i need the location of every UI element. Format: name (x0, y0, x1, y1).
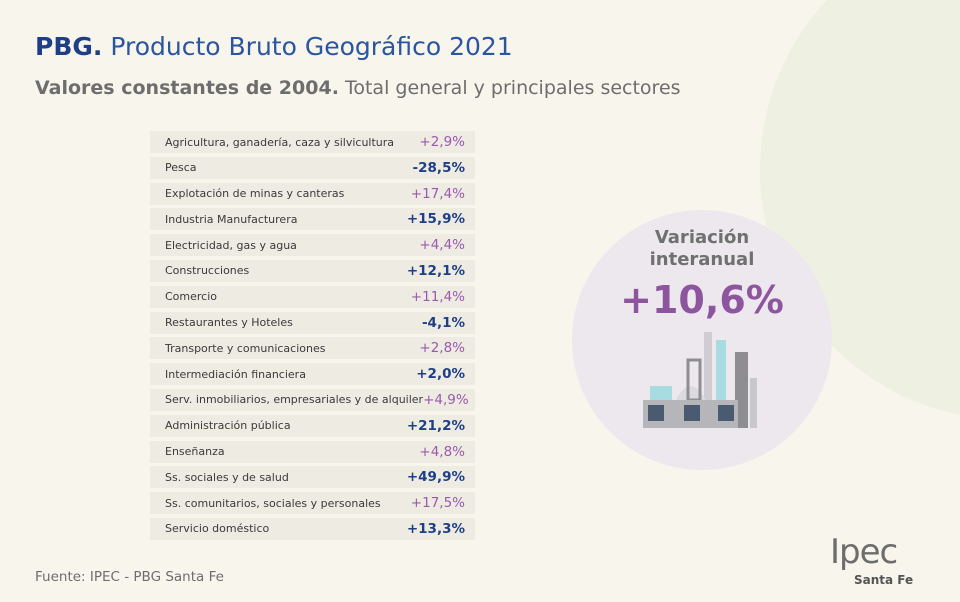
source: Fuente: IPEC - PBG Santa Fe (35, 569, 224, 585)
logo: Ipec (830, 532, 898, 572)
sector-label: Servicio doméstico (165, 522, 270, 536)
sector-label: Pesca (165, 161, 197, 175)
subtitle: Valores constantes de 2004. Total genera… (35, 77, 681, 99)
subtitle-bold: Valores constantes de 2004. (35, 77, 339, 99)
sector-label: Agricultura, ganadería, caza y silvicult… (165, 135, 395, 149)
sector-label: Serv. inmobiliarios, empresariales y de … (165, 393, 424, 407)
sector-value: +15,9% (406, 211, 465, 228)
highlight-label: Variación interanual (649, 227, 755, 270)
factory-icon (643, 332, 757, 428)
sector-value: +21,2% (406, 417, 465, 434)
highlight-circle (572, 210, 832, 470)
table-row: Servicio doméstico +13,3% (150, 517, 475, 540)
sector-label: Explotación de minas y canteras (165, 187, 345, 201)
sector-label: Industria Manufacturera (165, 212, 298, 226)
sector-value: +2,8% (419, 340, 465, 357)
sector-label: Administración pública (165, 419, 291, 433)
sector-value: -28,5% (412, 159, 465, 176)
title-rest: Producto Bruto Geográfico 2021 (110, 32, 513, 61)
table-row: Administración pública +21,2% (150, 414, 475, 437)
table-row: Intermediación financiera +2,0% (150, 363, 475, 386)
table-row: Serv. inmobiliarios, empresariales y de … (150, 388, 475, 411)
table-row: Restaurantes y Hoteles -4,1% (150, 311, 475, 334)
sector-value: +11,4% (410, 288, 465, 305)
table-row: Agricultura, ganadería, caza y silvicult… (150, 131, 475, 153)
sector-table: Agricultura, ganadería, caza y silvicult… (150, 131, 475, 544)
table-row: Comercio +11,4% (150, 285, 475, 308)
subtitle-rest: Total general y principales sectores (344, 77, 681, 99)
table-row: Construcciones +12,1% (150, 259, 475, 282)
sector-label: Ss. comunitarios, sociales y personales (165, 496, 381, 510)
sector-value: +2,0% (416, 366, 465, 383)
table-row: Pesca -28,5% (150, 156, 475, 179)
sector-label: Transporte y comunicaciones (165, 341, 326, 355)
sector-value: +4,9% (423, 391, 469, 408)
sector-value: +49,9% (406, 469, 465, 486)
sector-value: +4,4% (419, 237, 465, 254)
highlight-value: +10,6% (620, 278, 784, 322)
sector-value: +17,5% (410, 495, 465, 512)
sector-value: +12,1% (406, 262, 465, 279)
sector-label: Enseñanza (165, 445, 225, 459)
sector-value: +4,8% (419, 443, 465, 460)
sector-label: Restaurantes y Hoteles (165, 316, 293, 330)
sector-value: -4,1% (421, 314, 465, 331)
sector-label: Construcciones (165, 264, 250, 278)
table-row: Enseñanza +4,8% (150, 440, 475, 463)
title-bold: PBG. (35, 32, 103, 61)
sector-label: Electricidad, gas y agua (165, 238, 297, 252)
sector-label: Intermediación financiera (165, 367, 306, 381)
table-row: Ss. sociales y de salud +49,9% (150, 466, 475, 489)
logo-sub: Santa Fe (854, 573, 914, 587)
table-row: Electricidad, gas y agua +4,4% (150, 234, 475, 257)
sector-value: +17,4% (410, 185, 465, 202)
table-row: Industria Manufacturera +15,9% (150, 208, 475, 231)
sector-label: Comercio (165, 290, 218, 304)
sector-value: +13,3% (406, 520, 465, 537)
sector-value: +2,9% (419, 134, 465, 150)
sector-label: Ss. sociales y de salud (165, 470, 289, 484)
table-row: Explotación de minas y canteras +17,4% (150, 182, 475, 205)
table-row: Ss. comunitarios, sociales y personales +… (150, 492, 475, 515)
table-row: Transporte y comunicaciones +2,8% (150, 337, 475, 360)
title: PBG. Producto Bruto Geográfico 2021 (35, 32, 513, 61)
